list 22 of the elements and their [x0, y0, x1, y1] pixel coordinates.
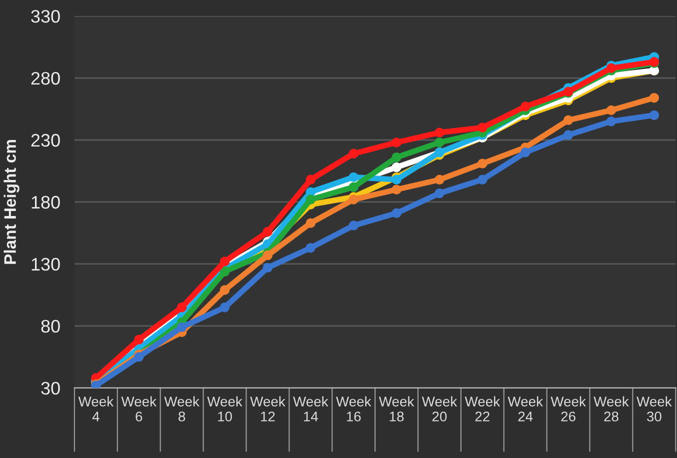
- x-tick-label: Week 30: [636, 396, 672, 422]
- y-tick-label: 330: [31, 10, 60, 23]
- x-tick-label: Week 4: [78, 396, 114, 422]
- y-tick-label: 130: [32, 258, 60, 271]
- y-tick-label: 30: [41, 382, 60, 395]
- y-tick-label: 280: [31, 72, 60, 85]
- x-tick-label: Week 26: [550, 396, 586, 422]
- x-tick-label: Week 18: [378, 396, 414, 422]
- x-tick-label: Week 22: [464, 396, 500, 422]
- x-tick-label: Week 14: [293, 396, 328, 422]
- x-tick-label: Week 16: [336, 396, 372, 422]
- x-tick-label: Week 10: [207, 396, 242, 422]
- y-axis-title: Plant Height cm: [4, 140, 20, 264]
- x-tick-label: Week 8: [164, 396, 200, 422]
- y-tick-label: 180: [32, 196, 60, 209]
- y-tick-label: 80: [41, 320, 60, 333]
- x-tick-label: Week 24: [508, 396, 543, 422]
- y-tick-label: 230: [31, 134, 60, 147]
- x-tick-label: Week 20: [422, 396, 458, 422]
- x-tick-label: Week 12: [250, 396, 286, 422]
- x-tick-label: Week 28: [594, 396, 629, 422]
- x-tick-label: Week 6: [121, 396, 157, 422]
